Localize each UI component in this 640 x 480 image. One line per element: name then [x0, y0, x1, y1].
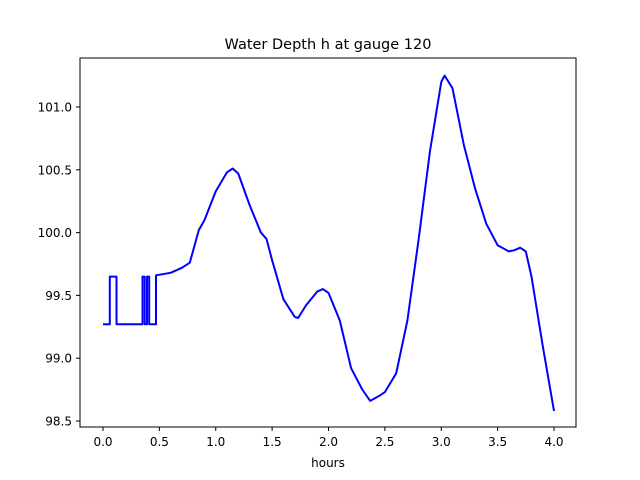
x-tick-label: 0.0	[93, 435, 112, 449]
series-line-h	[103, 74, 555, 412]
x-tick-label: 2.0	[319, 435, 338, 449]
x-tick-label: 0.5	[150, 435, 169, 449]
x-tick-label: 3.5	[488, 435, 507, 449]
chart-title: Water Depth h at gauge 120	[225, 37, 432, 53]
x-tick-label: 2.5	[375, 435, 394, 449]
y-tick-label: 99.5	[45, 289, 72, 303]
x-tick-label: 3.0	[432, 435, 451, 449]
y-tick-label: 98.5	[45, 415, 72, 429]
y-tick-label: 100.0	[38, 226, 72, 240]
y-tick-label: 100.5	[38, 163, 72, 177]
x-axis-label: hours	[311, 456, 345, 470]
plot-area-frame	[79, 57, 577, 428]
x-tick-label: 1.5	[263, 435, 282, 449]
x-tick-label: 4.0	[544, 435, 563, 449]
y-tick-label: 101.0	[38, 101, 72, 115]
y-tick-label: 99.0	[45, 352, 72, 366]
x-tick-label: 1.0	[206, 435, 225, 449]
